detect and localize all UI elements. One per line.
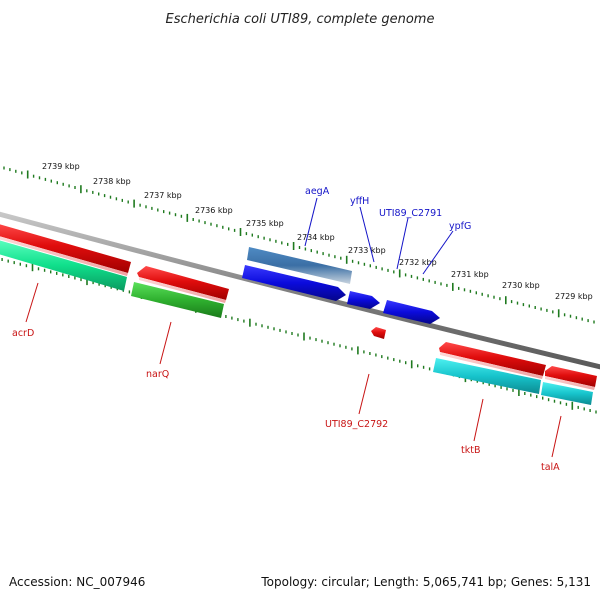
gene-label-aegA[interactable]: aegA bbox=[305, 186, 330, 197]
gene-feature-forward[interactable] bbox=[242, 265, 346, 301]
gene-feature-reverse[interactable] bbox=[545, 376, 595, 390]
gene-label-UTI89_C2791[interactable]: UTI89_C2791 bbox=[379, 208, 442, 219]
gene-label-talA[interactable]: talA bbox=[541, 462, 560, 473]
tick-label-2735: 2735 kbp bbox=[246, 219, 284, 228]
gene-feature-forward[interactable] bbox=[347, 291, 380, 309]
gene-label-acrD[interactable]: acrD bbox=[12, 328, 34, 339]
upper-tick-track bbox=[3, 166, 595, 324]
tick-label-2731: 2731 kbp bbox=[451, 270, 489, 279]
tick-label-2739: 2739 kbp bbox=[42, 162, 80, 171]
page-title: Escherichia coli UTI89, complete genome bbox=[166, 12, 435, 27]
gene-feature-rna[interactable] bbox=[0, 239, 127, 291]
tick-label-2733: 2733 kbp bbox=[348, 246, 386, 255]
top-gene-leaders bbox=[304, 197, 454, 275]
gene-feature-reverse[interactable] bbox=[440, 352, 543, 379]
gene-feature-forward[interactable] bbox=[383, 300, 440, 324]
gene-label-UTI89_C2792[interactable]: UTI89_C2792 bbox=[325, 419, 388, 430]
tick-label-2734: 2734 kbp bbox=[297, 233, 335, 242]
gene-feature-forward[interactable] bbox=[247, 247, 352, 284]
tick-label-2729: 2729 kbp bbox=[555, 292, 593, 301]
gene-feature-reverse[interactable] bbox=[139, 277, 226, 303]
gene-label-tktB[interactable]: tktB bbox=[461, 445, 480, 456]
gene-feature-reverse[interactable] bbox=[137, 266, 229, 300]
gene-label-yffH[interactable]: yffH bbox=[350, 196, 369, 207]
gene-feature-misc[interactable] bbox=[541, 382, 593, 405]
genome-backbone bbox=[0, 211, 600, 370]
gene-feature-reverse[interactable] bbox=[371, 327, 386, 339]
topology-text: Topology: circular; Length: 5,065,741 bp… bbox=[260, 575, 591, 589]
tick-label-2732: 2732 kbp bbox=[399, 258, 437, 267]
accession-text: Accession: NC_007946 bbox=[9, 575, 145, 589]
tick-label-2736: 2736 kbp bbox=[195, 206, 233, 215]
gene-feature-misc[interactable] bbox=[433, 358, 541, 394]
gene-feature-reverse[interactable] bbox=[0, 235, 128, 276]
tick-label-2738: 2738 kbp bbox=[93, 177, 131, 186]
gene-feature-reverse[interactable] bbox=[439, 342, 546, 376]
gene-feature-reverse[interactable] bbox=[0, 223, 131, 273]
gene-feature-pseudo[interactable] bbox=[131, 282, 224, 318]
tick-label-2737: 2737 kbp bbox=[144, 191, 182, 200]
gene-label-narQ[interactable]: narQ bbox=[146, 369, 169, 380]
bottom-gene-leaders bbox=[25, 282, 562, 458]
tick-labels: 2739 kbp 2738 kbp 2737 kbp 2736 kbp 2735… bbox=[42, 162, 593, 301]
gene-label-ypfG[interactable]: ypfG bbox=[449, 221, 471, 232]
tick-label-2730: 2730 kbp bbox=[502, 281, 540, 290]
gene-feature-reverse[interactable] bbox=[545, 366, 597, 387]
